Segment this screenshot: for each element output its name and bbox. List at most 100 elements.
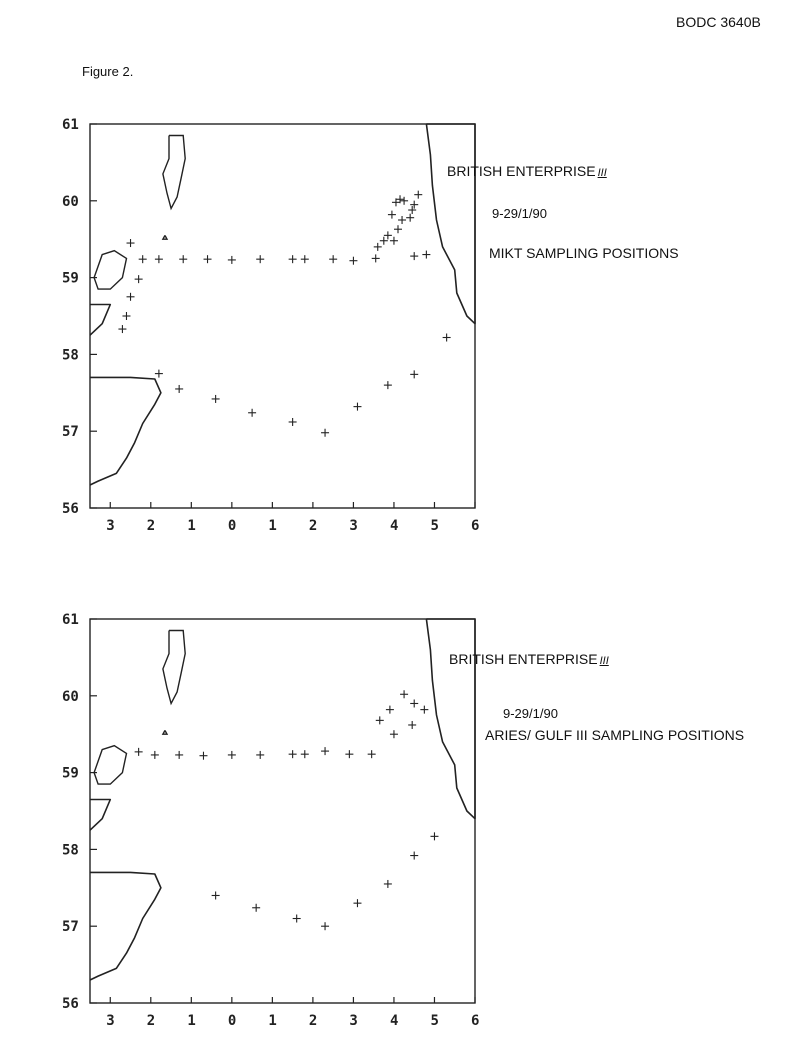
land-outline [89, 123, 476, 486]
orkney-islands [93, 744, 128, 785]
sampling-position-marker [227, 255, 236, 264]
y-tick-label: 58 [62, 842, 79, 858]
caithness-coast [89, 303, 112, 336]
sampling-position-marker [408, 206, 417, 215]
sampling-position-marker [379, 236, 388, 245]
sampling-positions [134, 690, 439, 931]
norway-coast [425, 618, 476, 820]
x-axis-ticks: 3 2 1 0 1 2 3 4 5 6 [106, 997, 479, 1029]
sampling-position-marker [406, 213, 415, 222]
sampling-position-marker [400, 196, 409, 205]
map2-caption: ARIES/ GULF III SAMPLING POSITIONS [485, 727, 745, 743]
sampling-position-marker [227, 750, 236, 759]
y-axis-ticks: 61 60 59 58 57 56 [62, 612, 97, 1012]
sampling-position-marker [391, 198, 400, 207]
sampling-position-marker [150, 750, 159, 759]
map-frame [89, 123, 476, 509]
x-tick-label: 1 [187, 518, 195, 534]
sampling-position-marker [430, 832, 439, 841]
y-tick-label: 57 [62, 424, 79, 440]
y-tick-label: 59 [62, 766, 79, 782]
x-tick-label: 1 [187, 1013, 195, 1029]
sampling-position-marker [353, 402, 362, 411]
sampling-position-marker [329, 255, 338, 264]
y-tick-label: 56 [62, 501, 79, 517]
x-tick-label: 0 [228, 518, 236, 534]
x-tick-label: 2 [147, 1013, 155, 1029]
x-tick-label: 6 [471, 1013, 479, 1029]
sampling-position-marker [373, 242, 382, 251]
x-tick-label: 0 [228, 1013, 236, 1029]
x-tick-label: 2 [309, 518, 317, 534]
sampling-position-marker [371, 254, 380, 263]
sampling-position-marker [211, 891, 220, 900]
x-tick-label: 6 [471, 518, 479, 534]
norway-coast [425, 123, 476, 325]
sampling-position-marker [292, 914, 301, 923]
sampling-position-marker [410, 200, 419, 209]
sampling-position-marker [248, 408, 257, 417]
sampling-position-marker [420, 705, 429, 714]
y-tick-label: 60 [62, 194, 79, 210]
fair-isle [161, 235, 169, 240]
sampling-position-marker [154, 255, 163, 264]
x-tick-label: 2 [147, 518, 155, 534]
sampling-position-marker [199, 751, 208, 760]
sampling-position-marker [375, 716, 384, 725]
map2-title: BRITISH ENTERPRISE III [449, 651, 609, 667]
sampling-position-marker [385, 705, 394, 714]
map1-caption: MIKT SAMPLING POSITIONS [489, 245, 679, 261]
sampling-position-marker [410, 699, 419, 708]
y-tick-label: 57 [62, 919, 79, 935]
x-tick-label: 4 [390, 518, 398, 534]
x-tick-label: 3 [106, 1013, 114, 1029]
x-tick-label: 3 [349, 518, 357, 534]
sampling-position-marker [414, 190, 423, 199]
y-axis-ticks: 61 60 59 58 57 56 [62, 117, 97, 517]
sampling-position-marker [321, 747, 330, 756]
x-tick-label: 2 [309, 1013, 317, 1029]
scotland-coast [89, 376, 162, 486]
y-tick-label: 58 [62, 347, 79, 363]
y-tick-label: 59 [62, 271, 79, 287]
sampling-position-marker [383, 879, 392, 888]
sampling-position-marker [321, 428, 330, 437]
scotland-coast [89, 871, 162, 981]
sampling-position-marker [118, 325, 127, 334]
y-tick-label: 61 [62, 117, 79, 133]
fair-isle [161, 730, 169, 735]
y-tick-label: 56 [62, 996, 79, 1012]
x-tick-label: 1 [268, 1013, 276, 1029]
shetland-islands [162, 629, 186, 706]
sampling-position-marker [394, 225, 402, 234]
map1-title: BRITISH ENTERPRISE III [447, 163, 607, 179]
x-tick-label: 3 [349, 1013, 357, 1029]
sampling-position-marker [175, 384, 184, 393]
sampling-position-marker [211, 394, 220, 403]
sampling-position-marker [410, 252, 419, 261]
frame-border [89, 618, 476, 1004]
sampling-position-marker [288, 255, 297, 264]
sampling-position-marker [122, 312, 131, 320]
x-tick-label: 3 [106, 518, 114, 534]
x-axis-ticks: 3 2 1 0 1 2 3 4 5 6 [106, 502, 479, 534]
sampling-position-marker [300, 750, 309, 759]
sampling-position-marker [410, 370, 419, 379]
document-id: BODC 3640B [676, 14, 761, 30]
land-outline [89, 618, 476, 981]
sampling-position-marker [396, 195, 405, 204]
y-tick-label: 61 [62, 612, 79, 628]
sampling-position-marker [256, 255, 265, 264]
sampling-position-marker [175, 750, 184, 759]
sampling-position-marker [288, 417, 297, 426]
sampling-position-marker [179, 255, 188, 264]
sampling-position-marker [408, 720, 417, 729]
sampling-position-marker [256, 750, 265, 759]
caithness-coast [89, 798, 112, 831]
sampling-position-marker [400, 690, 409, 699]
map-frame [89, 618, 476, 1004]
sampling-position-marker [367, 750, 376, 759]
sampling-position-marker [389, 730, 398, 739]
x-tick-label: 4 [390, 1013, 398, 1029]
